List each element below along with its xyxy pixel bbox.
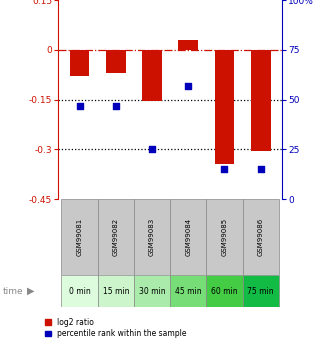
Text: GSM99081: GSM99081 (76, 218, 82, 256)
Bar (61, 275, 98, 307)
Bar (98, 275, 134, 307)
Text: GSM99085: GSM99085 (221, 218, 228, 256)
Bar (134, 275, 170, 307)
Bar (251, 50, 271, 151)
Point (150, 147, 155, 152)
Text: 0 min: 0 min (69, 286, 91, 296)
Text: GSM99082: GSM99082 (113, 218, 119, 256)
Point (113, 103, 118, 108)
Point (186, 83, 191, 88)
Text: 30 min: 30 min (139, 286, 165, 296)
Bar (170, 199, 206, 275)
Point (77, 103, 82, 108)
Point (258, 166, 263, 172)
Text: 75 min: 75 min (247, 286, 274, 296)
Bar (134, 199, 170, 275)
Bar (214, 50, 234, 164)
Bar (243, 199, 279, 275)
Text: ▶: ▶ (27, 286, 35, 296)
Bar (142, 50, 162, 101)
Text: GSM99086: GSM99086 (258, 218, 264, 256)
Bar (106, 50, 126, 73)
Bar (61, 199, 98, 275)
Text: GSM99083: GSM99083 (149, 218, 155, 256)
Bar (98, 199, 134, 275)
Legend: log2 ratio, percentile rank within the sample: log2 ratio, percentile rank within the s… (42, 315, 189, 341)
Bar (206, 275, 243, 307)
Bar (206, 199, 243, 275)
Text: 60 min: 60 min (211, 286, 238, 296)
Text: 15 min: 15 min (102, 286, 129, 296)
Bar (178, 40, 198, 50)
Bar (70, 50, 90, 76)
Text: GSM99084: GSM99084 (185, 218, 191, 256)
Bar (170, 275, 206, 307)
Bar (243, 275, 279, 307)
Text: 45 min: 45 min (175, 286, 202, 296)
Text: time: time (3, 286, 24, 296)
Point (222, 166, 227, 172)
